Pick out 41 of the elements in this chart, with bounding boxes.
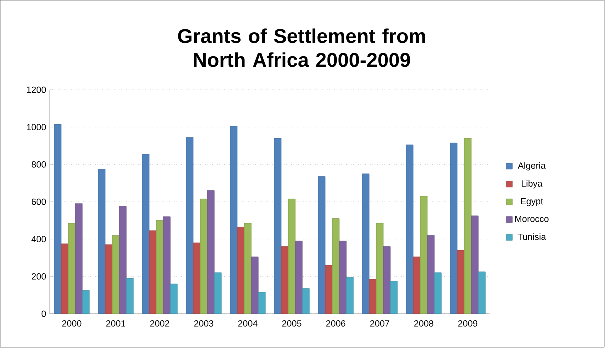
bar — [170, 284, 178, 314]
legend-label: Algeria — [518, 162, 546, 171]
bar — [406, 144, 414, 314]
x-tick-label: 2008 — [414, 320, 434, 327]
bar — [434, 272, 442, 314]
x-tick-label: 2007 — [370, 320, 390, 327]
y-tick-label: 800 — [32, 161, 46, 168]
bar — [450, 143, 458, 314]
x-tick-label: 2003 — [194, 320, 214, 327]
bar — [142, 154, 150, 314]
y-tick-label: 1000 — [27, 124, 46, 131]
bar — [362, 174, 370, 314]
bar — [214, 272, 222, 314]
y-tick-label: 600 — [32, 198, 46, 206]
legend-label: Tunisia — [518, 234, 546, 240]
x-tick-label: 2000 — [62, 320, 82, 327]
x-tick-label: 2005 — [282, 320, 302, 327]
bar — [390, 281, 398, 314]
x-tick-label: 2006 — [326, 320, 346, 327]
y-tick-label: 1200 — [27, 86, 46, 94]
bar — [126, 278, 134, 314]
bar — [478, 272, 486, 314]
legend-label: Morocco — [516, 216, 549, 222]
bar — [274, 138, 282, 314]
bar — [54, 124, 62, 314]
x-tick-label: 2009 — [458, 320, 478, 327]
bar — [186, 137, 194, 314]
x-tick-label: 2001 — [106, 320, 126, 327]
bar — [346, 277, 354, 314]
y-tick-label: 400 — [32, 236, 46, 243]
bar — [302, 288, 310, 314]
chart-title: Grants of Settlement from North Africa 2000-2009 — [178, 28, 426, 68]
bar — [230, 126, 238, 314]
x-tick-label: 2002 — [150, 320, 170, 327]
legend-label: Libya — [522, 180, 543, 189]
legend-label: Egypt — [521, 198, 544, 206]
bar — [318, 176, 326, 314]
x-tick-label: 2004 — [238, 320, 258, 327]
y-tick-label: 200 — [32, 273, 46, 280]
y-tick-label: 0 — [42, 310, 46, 318]
bar — [98, 169, 106, 314]
